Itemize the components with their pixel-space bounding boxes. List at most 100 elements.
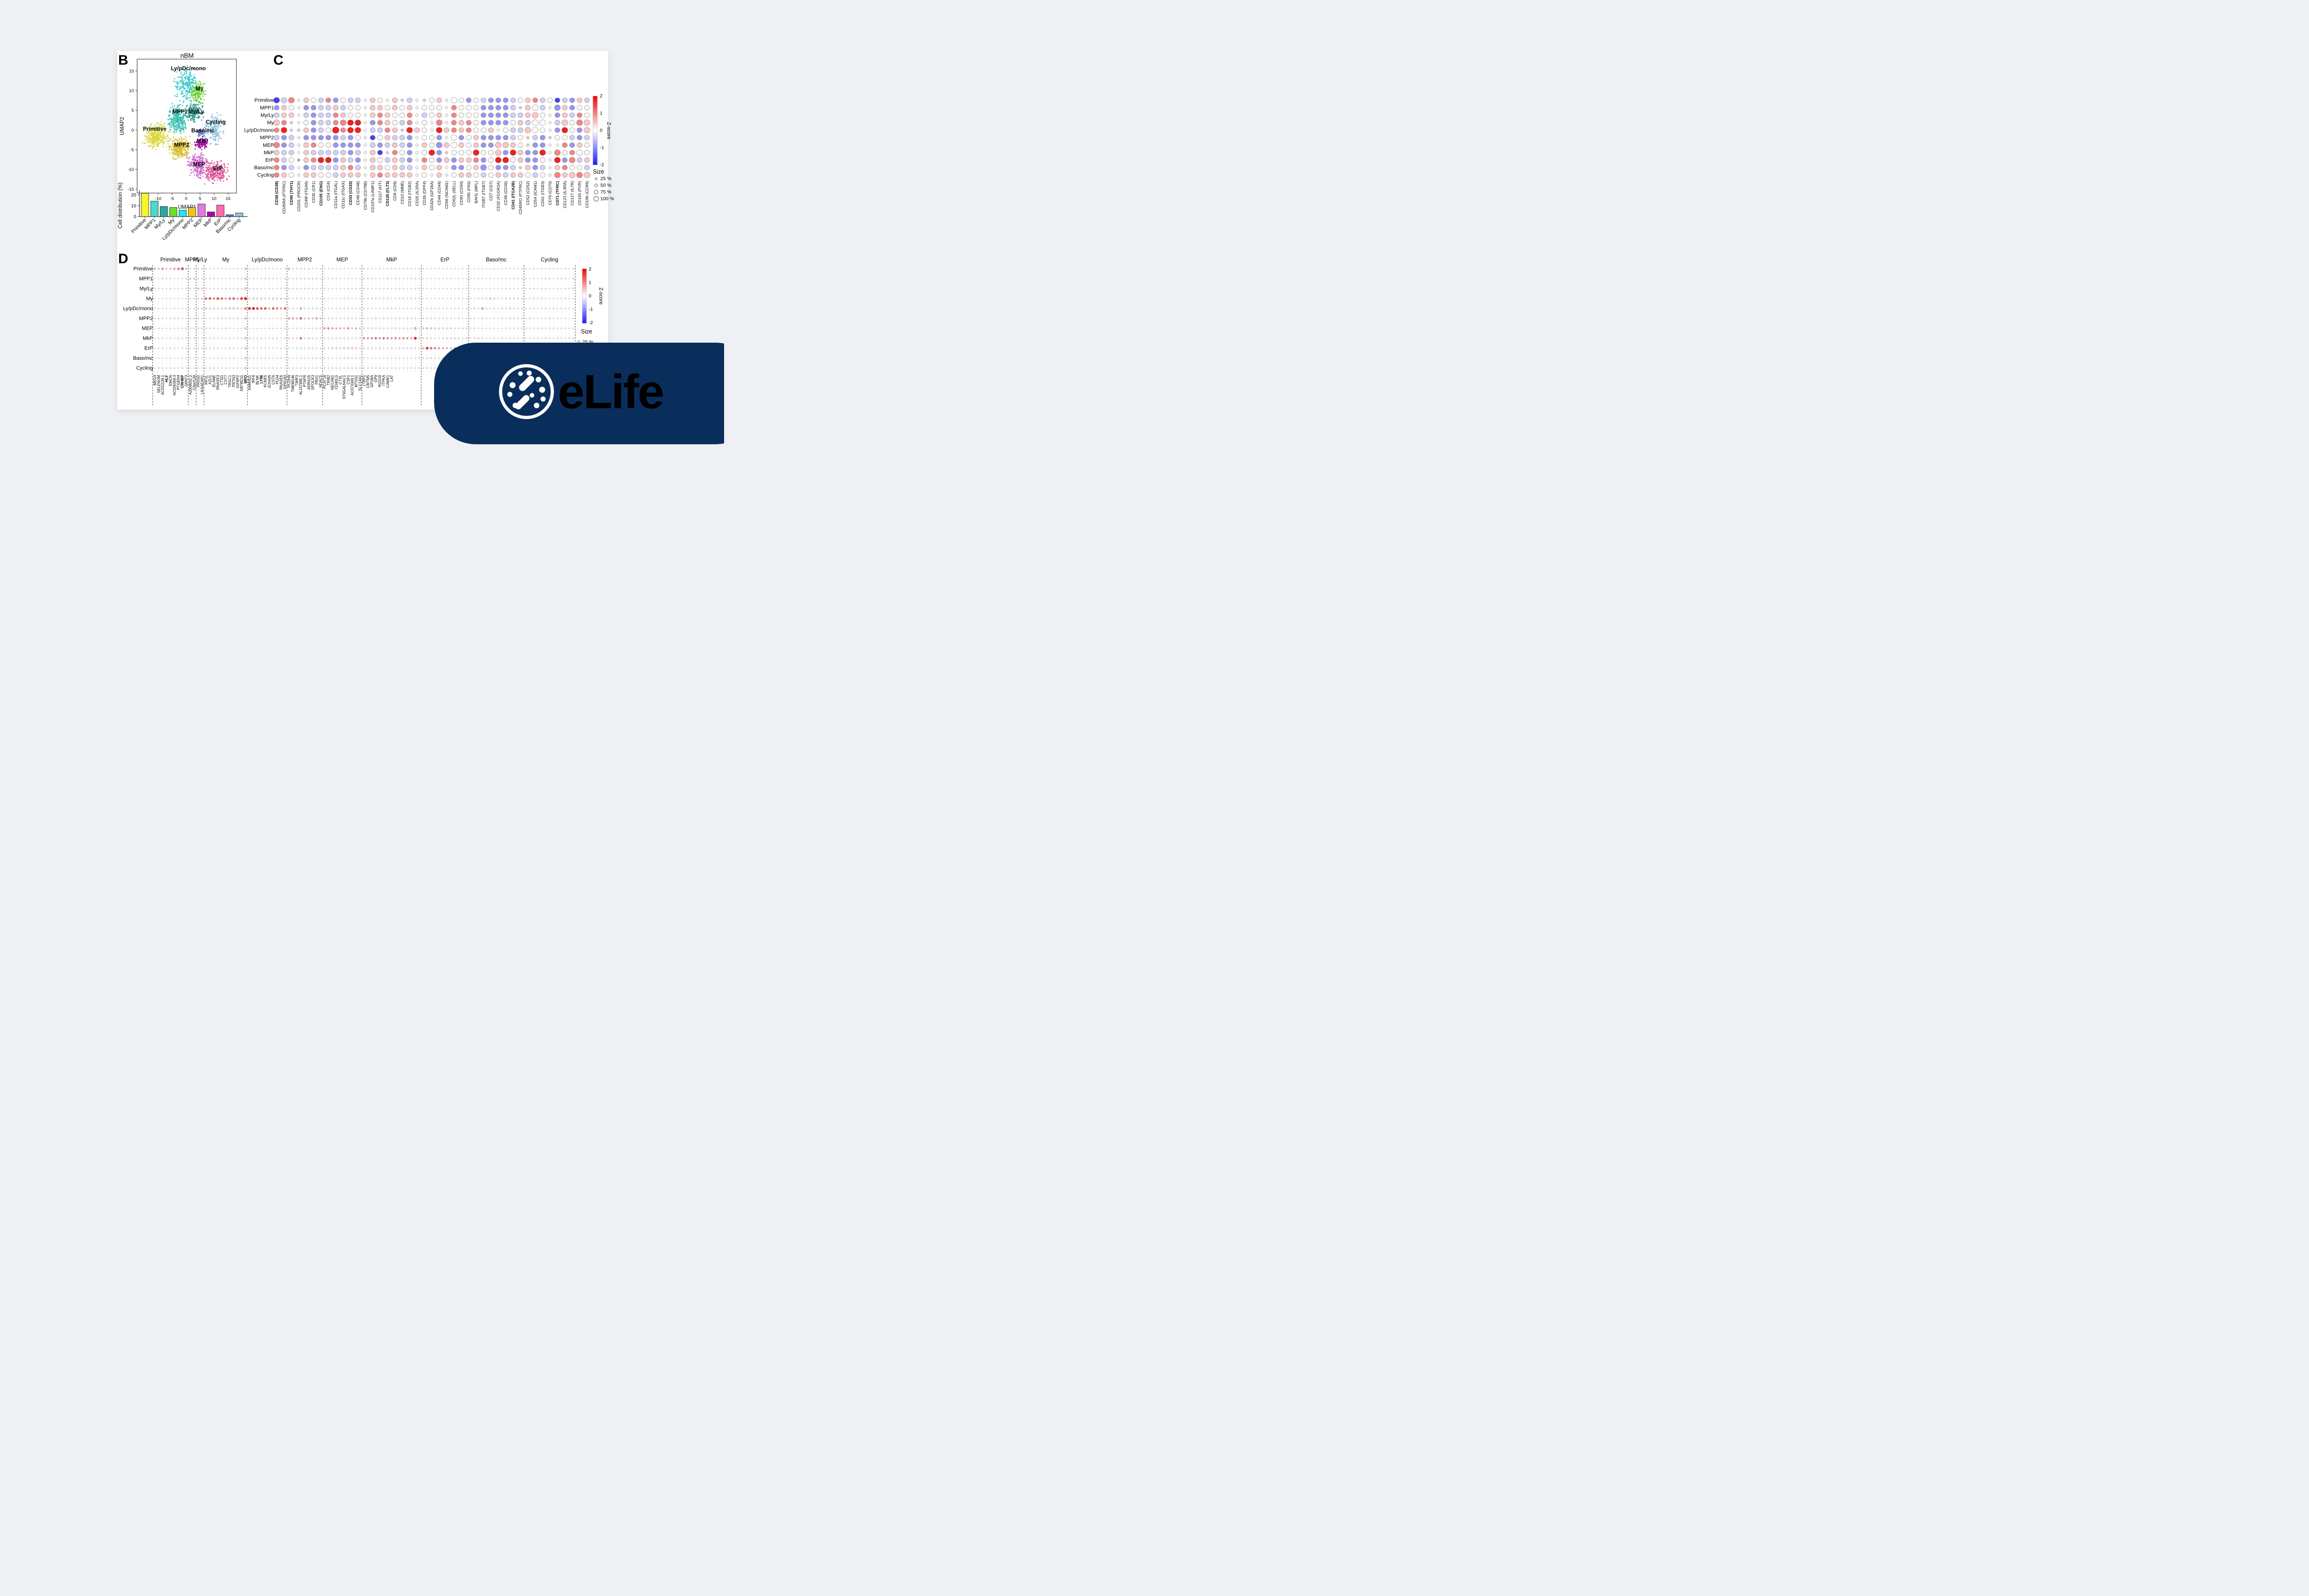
umap-point [211, 160, 213, 162]
c-dot [451, 127, 457, 133]
c-zscore-tick-label: 0 [600, 128, 603, 133]
umap-point [185, 72, 187, 74]
umap-cluster-label-mpp1: MPP1 [172, 109, 187, 115]
c-dot [562, 165, 568, 170]
umap-point [161, 136, 163, 138]
umap-point [143, 142, 145, 144]
d-dot [332, 357, 333, 359]
umap-point [197, 93, 199, 95]
d-dot [379, 367, 381, 369]
umap-point [184, 113, 186, 115]
c-zscore-tick-label: 2 [600, 94, 603, 99]
c-dot [303, 120, 309, 126]
c-dot [370, 172, 375, 178]
d-dot [478, 327, 479, 329]
d-dot [414, 297, 416, 300]
bar-mpp2 [188, 207, 196, 217]
c-dot [562, 135, 568, 140]
c-dot [584, 172, 590, 178]
d-dot [272, 268, 274, 270]
c-dot [473, 97, 479, 103]
d-dot [533, 268, 535, 270]
umap-point [169, 111, 170, 113]
d-dot [186, 367, 187, 369]
c-dot [326, 112, 331, 118]
d-dot [561, 298, 562, 299]
umap-ylabel: UMAP2 [120, 117, 125, 135]
c-dot [333, 112, 338, 118]
d-dot [244, 307, 247, 310]
c-dot [303, 142, 309, 148]
d-dot [189, 308, 191, 309]
umap-point [195, 112, 197, 114]
umap-point [181, 81, 183, 83]
d-dot [308, 298, 309, 299]
umap-point [150, 129, 151, 131]
d-dot [169, 327, 171, 329]
d-dot [288, 317, 290, 320]
c-marker-label: CD26 (DPP4) [422, 181, 427, 206]
c-dot [422, 172, 427, 178]
d-dot [276, 318, 278, 319]
umap-point [190, 99, 192, 101]
c-dot [297, 158, 301, 162]
d-dot [296, 268, 298, 270]
d-dot [193, 337, 195, 339]
d-dot [379, 318, 381, 319]
d-dot [320, 298, 321, 299]
d-dot [399, 327, 400, 329]
umap-point [207, 179, 209, 181]
d-dot [549, 298, 550, 299]
d-dot [249, 327, 250, 329]
d-dot [541, 327, 543, 329]
c-dot [392, 105, 398, 110]
umap-point [196, 175, 198, 177]
c-dot [519, 166, 522, 169]
umap-point [214, 130, 216, 133]
d-dot [288, 347, 290, 349]
d-dot [521, 318, 523, 319]
d-dot [375, 308, 376, 309]
d-dot [229, 347, 231, 349]
c-dot [503, 150, 508, 155]
umap-point [165, 146, 167, 148]
umap-point [215, 136, 217, 138]
d-dot [363, 298, 365, 299]
umap-point [206, 131, 207, 133]
d-dot [513, 317, 515, 320]
umap-point [213, 125, 215, 127]
d-dot [493, 327, 495, 329]
umap-point [169, 126, 171, 128]
d-dot [363, 347, 365, 349]
d-dot [517, 338, 519, 339]
d-dot [244, 297, 248, 300]
d-dot [509, 268, 511, 270]
d-dot [304, 367, 306, 369]
umap-point [193, 94, 195, 96]
umap-point [168, 149, 170, 151]
d-dot [446, 327, 448, 329]
d-dot [225, 317, 227, 320]
umap-point [202, 136, 204, 138]
umap-point [194, 92, 196, 94]
umap-point [208, 123, 211, 125]
c-marker-label: CD9 (CD9) [393, 181, 397, 201]
d-dot [422, 357, 424, 359]
d-dot [403, 318, 405, 319]
d-dot [339, 308, 341, 309]
d-dot [367, 327, 369, 329]
umap-point [205, 90, 206, 91]
umap-point [162, 130, 164, 132]
umap-point [183, 79, 185, 81]
d-dot [249, 278, 250, 279]
d-dot [174, 367, 175, 369]
umap-point [208, 177, 210, 179]
umap-point [199, 99, 201, 101]
d-dot [224, 297, 227, 300]
c-dot [311, 150, 316, 155]
c-dot [555, 135, 560, 140]
d-dot [236, 367, 239, 369]
umap-point [187, 91, 188, 93]
umap-point [166, 136, 168, 138]
umap-point [199, 89, 201, 91]
